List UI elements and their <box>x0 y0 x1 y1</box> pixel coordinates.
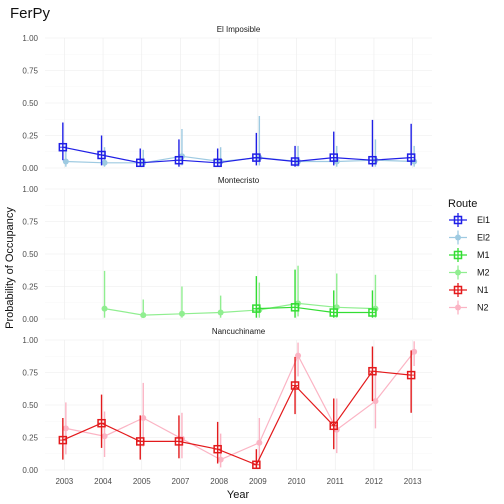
x-tick-label: 2005 <box>133 477 151 486</box>
y-tick-label: 0.00 <box>22 315 38 324</box>
x-tick-label: 2009 <box>249 477 267 486</box>
data-point <box>217 309 224 316</box>
legend-entry-M1: M1 <box>449 248 490 262</box>
legend-label: N1 <box>477 285 489 295</box>
y-tick-label: 0.50 <box>22 99 38 108</box>
legend-key-marker <box>453 215 463 225</box>
series-line <box>65 351 415 461</box>
facet-panel: Montecristo 0.00 0.25 0.50 0.75 1.00 <box>22 176 432 324</box>
legend-key-marker <box>455 304 461 311</box>
legend: El1 El2 M1 M2 N1 N2 <box>449 213 490 315</box>
facet-panel: Nancuchiname 0.00 0.25 0.50 0.75 1.00 2003 2004… <box>22 327 432 486</box>
legend-key-marker <box>455 269 461 276</box>
data-point <box>295 352 302 359</box>
data-point <box>256 439 263 446</box>
legend-key-marker <box>453 285 463 295</box>
facet-panel: El Imposible 0.00 0.25 0.50 0.75 1.00 <box>22 25 432 173</box>
chart-title: FerPy <box>10 5 51 22</box>
data-point <box>140 415 147 421</box>
legend-entry-El2: El2 <box>449 230 490 245</box>
facet-title: El Imposible <box>217 25 261 34</box>
data-point <box>178 310 185 317</box>
x-tick-label: 2008 <box>210 477 228 486</box>
y-tick-label: 0.50 <box>22 401 38 410</box>
y-tick-label: 1.00 <box>22 336 38 345</box>
facet-title: Montecristo <box>218 176 260 185</box>
y-tick-label: 0.50 <box>22 250 38 259</box>
legend-entry-N1: N1 <box>449 283 489 297</box>
y-tick-label: 1.00 <box>22 34 38 43</box>
series-line <box>62 146 412 164</box>
legend-label: El2 <box>477 233 490 243</box>
y-tick-label: 0.25 <box>22 132 38 141</box>
series-line <box>62 370 412 466</box>
data-point <box>101 159 108 166</box>
legend-key-marker <box>453 250 463 260</box>
data-point <box>101 305 108 312</box>
series-line <box>256 306 373 314</box>
legend-label: M1 <box>477 250 490 260</box>
x-axis-title: Year <box>227 489 250 501</box>
y-axis-title: Probability of Occupancy <box>4 207 16 329</box>
x-tick-label: 2010 <box>288 477 306 486</box>
data-point <box>140 312 147 319</box>
series-M2 <box>101 265 379 319</box>
data-point <box>62 158 69 165</box>
legend-label: El1 <box>477 215 490 225</box>
x-tick-label: 2004 <box>94 477 112 486</box>
series-El1 <box>58 119 416 168</box>
data-point <box>101 433 108 440</box>
legend-entry-El1: El1 <box>449 213 490 227</box>
x-tick-label: 2003 <box>55 477 73 486</box>
legend-key-marker <box>455 234 461 241</box>
legend-entry-M2: M2 <box>449 265 490 280</box>
data-point <box>411 348 418 355</box>
series-N2 <box>62 341 418 468</box>
legend-title: Route <box>448 198 477 210</box>
y-tick-label: 0.75 <box>22 67 38 76</box>
legend-label: M2 <box>477 268 490 278</box>
legend-entry-N2: N2 <box>449 300 489 315</box>
series-N1 <box>58 346 416 470</box>
y-tick-label: 0.75 <box>22 218 38 227</box>
series-M1 <box>252 269 377 318</box>
y-tick-label: 0.75 <box>22 369 38 378</box>
y-tick-label: 0.25 <box>22 434 38 443</box>
data-point <box>372 398 379 405</box>
x-tick-label: 2013 <box>404 477 422 486</box>
y-tick-label: 0.00 <box>22 466 38 475</box>
facet-title: Nancuchiname <box>212 327 266 336</box>
series-line <box>104 302 376 316</box>
data-point <box>217 456 224 463</box>
data-point <box>62 425 69 432</box>
y-tick-label: 1.00 <box>22 185 38 194</box>
x-tick-label: 2007 <box>172 477 190 486</box>
x-tick-label: 2012 <box>365 477 383 486</box>
legend-label: N2 <box>477 303 489 313</box>
y-tick-label: 0.25 <box>22 283 38 292</box>
y-tick-label: 0.00 <box>22 164 38 173</box>
x-tick-label: 2011 <box>327 477 345 486</box>
plot-area: El Imposible0.000.250.500.751.00Montecri… <box>22 25 432 486</box>
